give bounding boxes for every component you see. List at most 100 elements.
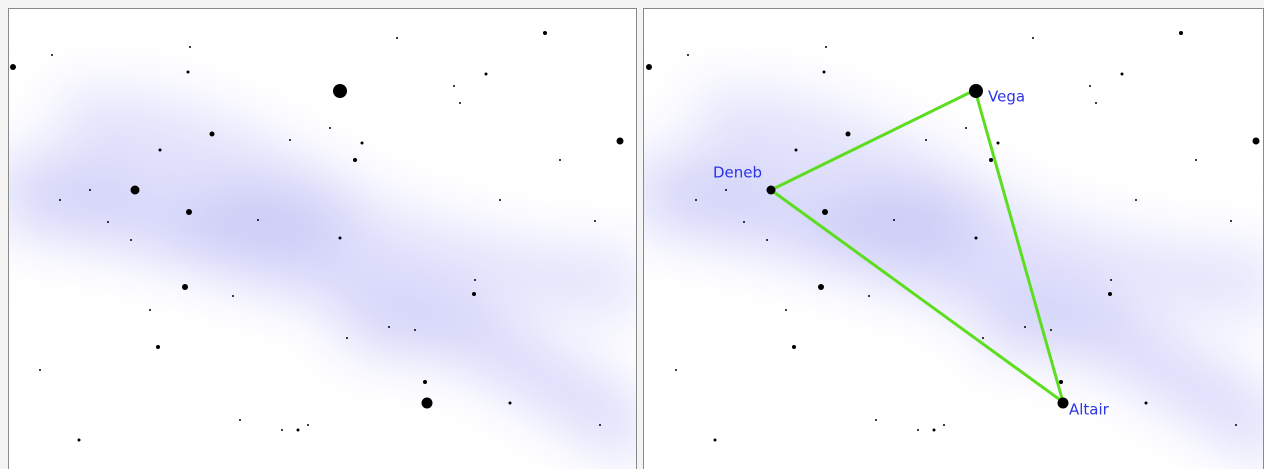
star	[107, 221, 109, 223]
star	[1089, 85, 1091, 87]
star	[1108, 292, 1112, 296]
star	[695, 199, 697, 201]
star	[472, 292, 476, 296]
star	[917, 429, 919, 431]
star	[333, 84, 347, 98]
star	[156, 345, 160, 349]
summer-triangle	[769, 88, 1065, 404]
star	[1195, 159, 1197, 161]
star	[675, 369, 677, 371]
star	[1095, 102, 1097, 104]
star	[713, 438, 717, 442]
star	[943, 424, 945, 426]
star	[289, 139, 291, 141]
star	[149, 309, 151, 311]
stars	[646, 31, 1260, 442]
star	[360, 141, 364, 145]
star	[77, 438, 81, 442]
star	[453, 85, 455, 87]
star	[982, 337, 984, 339]
star	[594, 220, 596, 222]
star	[421, 397, 433, 409]
right-panel	[644, 9, 1263, 469]
star	[414, 329, 416, 331]
star	[1110, 279, 1112, 281]
star	[794, 148, 798, 152]
star	[257, 219, 259, 221]
star	[965, 127, 967, 129]
star	[39, 369, 41, 371]
star	[307, 424, 309, 426]
star	[484, 72, 488, 76]
star	[388, 326, 390, 328]
star	[209, 131, 215, 137]
star	[1230, 220, 1232, 222]
star	[474, 279, 476, 281]
star	[130, 185, 140, 195]
stars	[10, 31, 624, 442]
star	[785, 309, 787, 311]
star	[1059, 380, 1063, 384]
star	[766, 185, 776, 195]
star	[989, 158, 993, 162]
star	[646, 64, 652, 70]
star	[766, 239, 768, 241]
star	[59, 199, 61, 201]
star	[239, 419, 241, 421]
star	[186, 209, 192, 215]
star	[338, 236, 342, 240]
star	[974, 236, 978, 240]
star	[792, 345, 796, 349]
star	[10, 64, 16, 70]
star	[1057, 397, 1069, 409]
star	[1024, 326, 1026, 328]
star	[932, 428, 936, 432]
star	[559, 159, 561, 161]
star	[346, 337, 348, 339]
star-label: Deneb	[713, 164, 762, 182]
star	[281, 429, 283, 431]
star-label: Altair	[1069, 401, 1110, 419]
star	[499, 199, 501, 201]
star-label: Vega	[988, 88, 1025, 106]
star	[818, 284, 824, 290]
star	[1252, 137, 1260, 145]
star	[1179, 31, 1183, 35]
star	[186, 70, 190, 74]
star	[353, 158, 357, 162]
star	[1235, 424, 1237, 426]
star	[1144, 401, 1148, 405]
star	[845, 131, 851, 137]
star	[725, 189, 727, 191]
star	[599, 424, 601, 426]
star	[825, 46, 827, 48]
star	[508, 401, 512, 405]
panel-border	[8, 8, 637, 469]
star	[875, 419, 877, 421]
star	[925, 139, 927, 141]
star	[822, 70, 826, 74]
star	[1135, 199, 1137, 201]
left-panel	[9, 9, 636, 469]
star	[396, 37, 398, 39]
star	[51, 54, 53, 56]
star	[616, 137, 624, 145]
star	[743, 221, 745, 223]
star	[158, 148, 162, 152]
star	[189, 46, 191, 48]
star	[1032, 37, 1034, 39]
star	[1050, 329, 1052, 331]
star	[296, 428, 300, 432]
star	[459, 102, 461, 104]
star	[232, 295, 234, 297]
star	[1120, 72, 1124, 76]
star	[130, 239, 132, 241]
star	[822, 209, 828, 215]
star	[182, 284, 188, 290]
star	[687, 54, 689, 56]
star	[969, 84, 983, 98]
star	[893, 219, 895, 221]
star	[996, 141, 1000, 145]
